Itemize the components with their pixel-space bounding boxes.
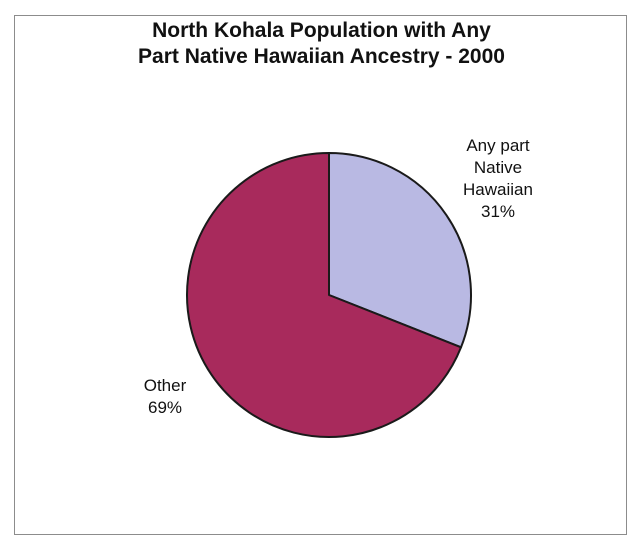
slice-label-native-hawaiian-line-3: Hawaiian — [463, 180, 533, 199]
pie-slice-other — [186, 152, 463, 438]
slice-label-native-hawaiian-line-1: Any part — [466, 136, 530, 155]
slice-label-other: Other 69% — [130, 375, 200, 419]
chart-title-line-2: Part Native Hawaiian Ancestry - 2000 — [138, 45, 505, 68]
pie-slice-native-hawaiian — [328, 152, 472, 349]
pie-slices — [186, 152, 472, 438]
slice-label-other-percent: 69% — [147, 398, 183, 417]
slice-label-native-hawaiian-percent: 31% — [480, 202, 516, 221]
chart-title-line-1: North Kohala Population with Any — [152, 19, 491, 42]
chart-title: North Kohala Population with Any Part Na… — [0, 18, 643, 70]
slice-label-other-line-1: Other — [143, 376, 187, 395]
slice-label-native-hawaiian-line-2: Native — [473, 158, 523, 177]
slice-label-native-hawaiian: Any part Native Hawaiian 31% — [443, 135, 553, 223]
